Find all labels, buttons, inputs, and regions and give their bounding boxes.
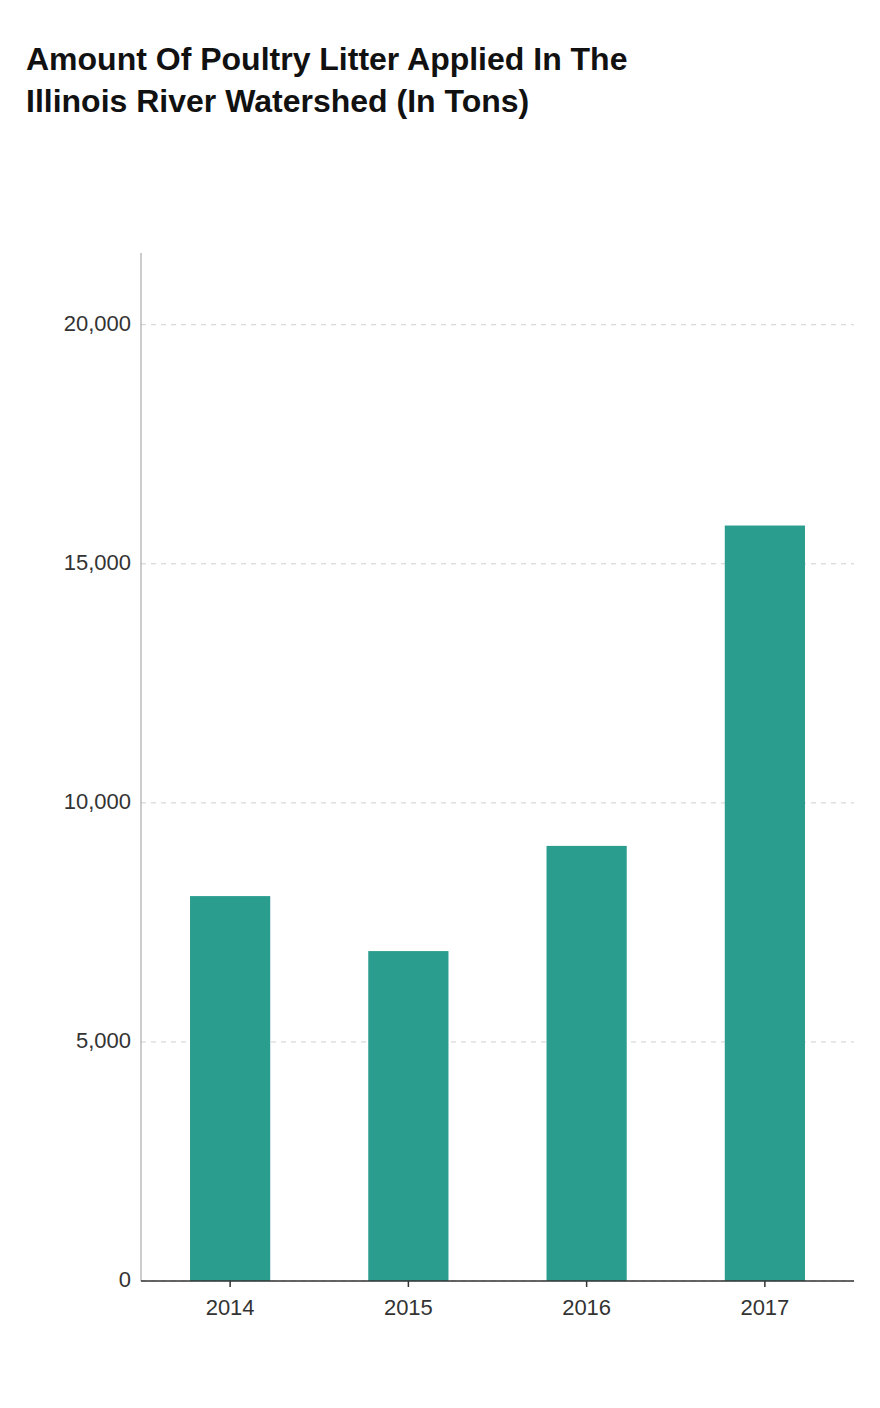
x-tick xyxy=(764,1281,766,1287)
bar xyxy=(547,846,627,1281)
background xyxy=(0,0,880,1408)
x-axis-line xyxy=(141,1280,854,1282)
x-tick xyxy=(229,1281,231,1287)
x-tick xyxy=(408,1281,410,1287)
y-tick-label: 20,000 xyxy=(64,311,131,336)
chart-svg: Amount Of Poultry Litter Applied In The I… xyxy=(0,0,880,1408)
y-tick-label: 10,000 xyxy=(64,789,131,814)
grid-line xyxy=(141,1281,854,1282)
bar xyxy=(368,951,448,1281)
y-tick-label: 5,000 xyxy=(76,1028,131,1053)
x-tick-label: 2014 xyxy=(206,1295,255,1320)
x-ticks: 2014 2015 2016 2017 xyxy=(206,1281,790,1320)
x-tick-label: 2017 xyxy=(740,1295,789,1320)
chart-container: Amount Of Poultry Litter Applied In The I… xyxy=(0,0,880,1408)
x-tick xyxy=(586,1281,588,1287)
title: Amount Of Poultry Litter Applied In The I… xyxy=(26,41,627,119)
y-tick-label: 0 xyxy=(119,1267,131,1292)
y-tick-label: 15,000 xyxy=(64,550,131,575)
bar xyxy=(190,896,270,1281)
title-line: Illinois River Watershed (In Tons) xyxy=(26,83,529,119)
grid xyxy=(141,325,854,1281)
bars xyxy=(190,526,805,1281)
title-line: Amount Of Poultry Litter Applied In The xyxy=(26,41,627,77)
x-tick-label: 2015 xyxy=(384,1295,433,1320)
x-tick-label: 2016 xyxy=(562,1295,611,1320)
bar xyxy=(725,526,805,1281)
grid-line xyxy=(141,324,854,325)
y-axis-line xyxy=(141,253,142,1281)
y-tick-labels: 0 5,000 10,000 15,000 20,000 xyxy=(64,311,131,1292)
